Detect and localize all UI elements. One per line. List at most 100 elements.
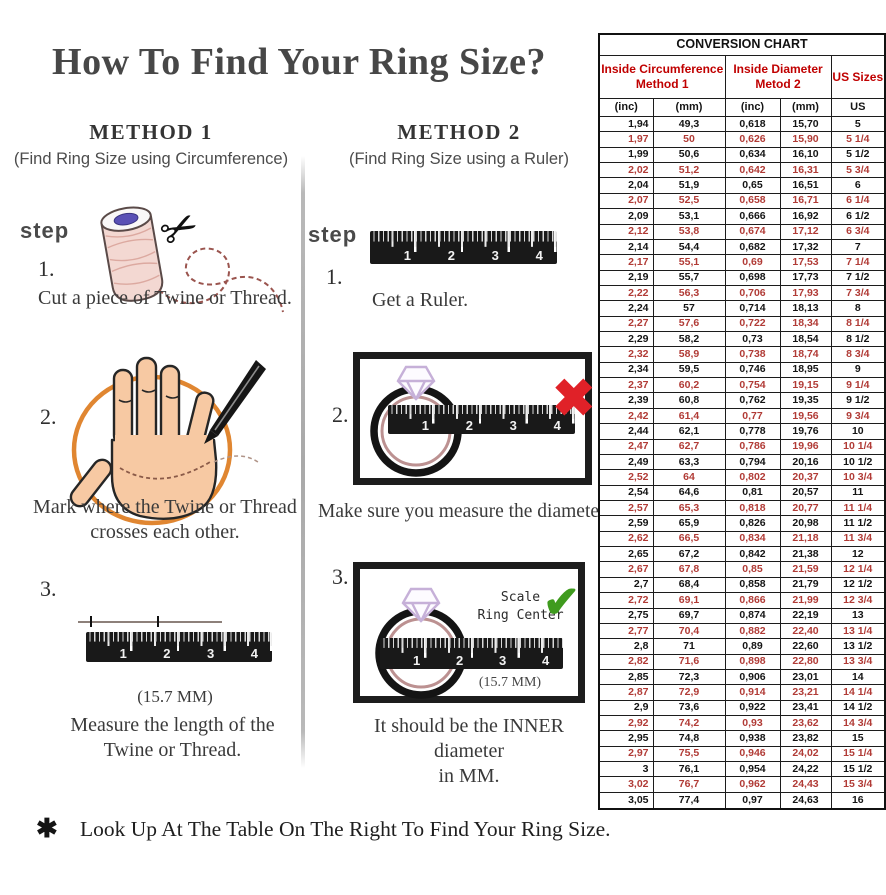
table-cell: 0,874	[724, 607, 781, 624]
col-header-us: US	[830, 98, 886, 117]
table-row: 2,27 57,6 0,722 18,34 8 1/4	[598, 315, 886, 333]
table-cell: 2,95	[598, 730, 654, 747]
table-row: 1,97 50 0,626 15,90 5 1/4	[598, 131, 886, 148]
table-cell: 2,42	[598, 407, 654, 425]
table-cell: 3,02	[598, 776, 654, 793]
table-cell: 0,626	[724, 131, 781, 148]
table-cell: 59,5	[652, 361, 726, 379]
table-cell: 2,44	[598, 423, 654, 440]
table-cell: 10 3/4	[830, 469, 886, 486]
table-cell: 55,1	[652, 254, 726, 271]
table-cell: 22,19	[779, 607, 832, 624]
table-cell: 0,73	[724, 331, 781, 348]
table-cell: 5	[830, 115, 886, 133]
table-cell: 0,722	[724, 315, 781, 333]
method2-step3-caption: It should be the INNER diameter in MM.	[374, 715, 564, 787]
table-cell: 12 1/2	[830, 576, 886, 594]
table-row: 2,39 60,8 0,762 19,35 9 1/2	[598, 392, 886, 409]
twine-spool-illustration: ✂	[100, 199, 284, 313]
table-cell: 63,3	[652, 453, 726, 471]
table-cell: 8	[830, 300, 886, 317]
table-row: 2,19 55,7 0,698 17,73 7 1/2	[598, 269, 886, 286]
method2-step2-number: 2.	[332, 402, 349, 427]
col-header-mm-2: (mm)	[779, 98, 832, 117]
table-cell: 0,658	[724, 192, 781, 210]
table-row: 2,92 74,2 0,93 23,62 14 3/4	[598, 715, 886, 732]
table-cell: 15 3/4	[830, 776, 886, 793]
table-cell: 21,18	[779, 530, 832, 548]
table-row: 2,67 67,8 0,85 21,59 12 1/4	[598, 561, 886, 578]
table-cell: 2,9	[598, 699, 654, 717]
table-cell: 16,10	[779, 146, 832, 164]
table-cell: 2,32	[598, 346, 654, 363]
table-cell: 1,94	[598, 115, 654, 133]
table-cell: 2,57	[598, 499, 654, 517]
method1-step3-number: 3.	[40, 576, 57, 601]
table-cell: 17,53	[779, 254, 832, 271]
table-cell: 64	[652, 469, 726, 486]
table-cell: 16,51	[779, 177, 832, 194]
table-cell: 19,76	[779, 423, 832, 440]
table-cell: 16	[830, 791, 886, 810]
table-row: 2,7 68,4 0,858 21,79 12 1/2	[598, 576, 886, 594]
col-header-inc-1: (inc)	[598, 98, 654, 117]
table-cell: 65,9	[652, 515, 726, 532]
column-divider	[301, 156, 305, 768]
table-cell: 16,31	[779, 162, 832, 179]
table-row: 1,99 50,6 0,634 16,10 5 1/2	[598, 146, 886, 164]
table-cell: 76,1	[652, 761, 726, 778]
conversion-chart-table: CONVERSION CHART Inside Circumference Met…	[598, 33, 886, 810]
table-row: 2,04 51,9 0,65 16,51 6	[598, 177, 886, 194]
table-cell: 22,80	[779, 653, 832, 670]
ruler-number: 1	[119, 646, 127, 661]
table-cell: 6	[830, 177, 886, 194]
table-row: 2,12 53,8 0,674 17,12 6 3/4	[598, 223, 886, 240]
table-cell: 76,7	[652, 776, 726, 793]
table-cell: 14 3/4	[830, 715, 886, 732]
table-cell: 0,834	[724, 530, 781, 548]
table-row: 2,52 64 0,802 20,37 10 3/4	[598, 469, 886, 486]
table-cell: 18,34	[779, 315, 832, 333]
ruler-number: 3	[491, 248, 499, 263]
table-cell: 62,7	[652, 438, 726, 455]
table-cell: 9	[830, 361, 886, 379]
table-cell: 1,99	[598, 146, 654, 164]
table-row: 2,34 59,5 0,746 18,95 9	[598, 361, 886, 379]
table-row: 2,72 69,1 0,866 21,99 12 3/4	[598, 592, 886, 609]
table-cell: 2,09	[598, 208, 654, 225]
table-cell: 15,90	[779, 131, 832, 148]
table-row: 2,85 72,3 0,906 23,01 14	[598, 668, 886, 686]
table-cell: 12	[830, 546, 886, 563]
table-row: 2,37 60,2 0,754 19,15 9 1/4	[598, 377, 886, 394]
table-cell: 66,5	[652, 530, 726, 548]
table-cell: 57,6	[652, 315, 726, 333]
table-cell: 15,70	[779, 115, 832, 133]
table-cell: 20,57	[779, 484, 832, 501]
table-row: 2,75 69,7 0,874 22,19 13	[598, 607, 886, 624]
table-cell: 0,962	[724, 776, 781, 793]
table-row: 2,44 62,1 0,778 19,76 10	[598, 423, 886, 440]
table-cell: 9 3/4	[830, 407, 886, 425]
table-row: 2,32 58,9 0,738 18,74 8 3/4	[598, 346, 886, 363]
table-cell: 20,77	[779, 499, 832, 517]
table-cell: 20,37	[779, 469, 832, 486]
table-row: 2,02 51,2 0,642 16,31 5 3/4	[598, 162, 886, 179]
table-cell: 23,82	[779, 730, 832, 747]
table-row: 2,07 52,5 0,658 16,71 6 1/4	[598, 192, 886, 210]
col-header-mm-1: (mm)	[652, 98, 726, 117]
table-row: 2,77 70,4 0,882 22,40 13 1/4	[598, 622, 886, 640]
table-cell: 2,49	[598, 453, 654, 471]
ruler-number: 4	[250, 646, 258, 661]
table-group-method1: Inside Circumference Method 1	[598, 55, 726, 99]
table-cell: 13 3/4	[830, 653, 886, 670]
table-cell: 0,746	[724, 361, 781, 379]
table-row: 2,09 53,1 0,666 16,92 6 1/2	[598, 208, 886, 225]
table-cell: 65,3	[652, 499, 726, 517]
table-cell: 0,666	[724, 208, 781, 225]
table-cell: 15 1/2	[830, 761, 886, 778]
table-cell: 7	[830, 238, 886, 256]
table-cell: 16,92	[779, 208, 832, 225]
table-cell: 19,35	[779, 392, 832, 409]
table-cell: 52,5	[652, 192, 726, 210]
table-cell: 2,04	[598, 177, 654, 194]
